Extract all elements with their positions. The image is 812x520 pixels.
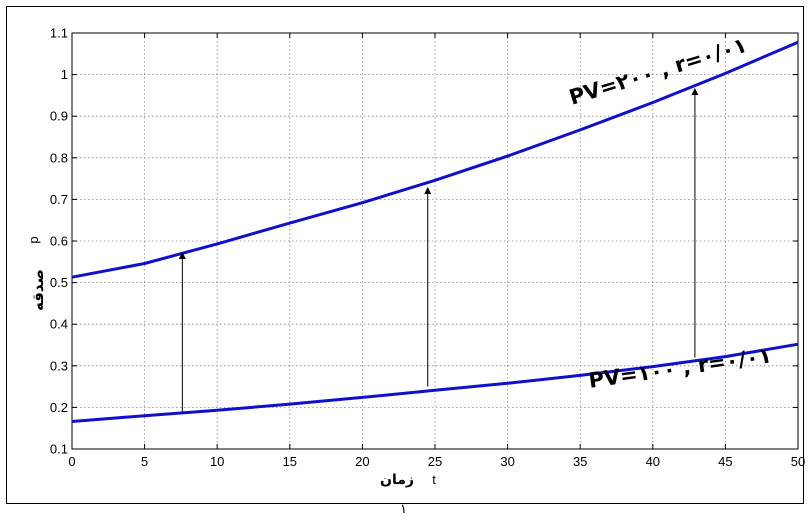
y-tick-label: 0.1	[50, 442, 68, 457]
y-tick-label: 0.7	[50, 192, 68, 207]
y-tick-label: 0.6	[50, 234, 68, 249]
series-label-pv100: PV=۱۰۰ , r=۰/۰۱	[587, 343, 773, 392]
arrow-annotations	[178, 88, 699, 412]
y-tick-label: 1.1	[50, 26, 68, 41]
y-tick-label: 0.5	[50, 275, 68, 290]
x-tick-label: 25	[428, 454, 442, 469]
x-tick-label: 10	[210, 454, 224, 469]
x-tick-label: 45	[718, 454, 732, 469]
axis-ticks: 0 5 10 15 20 25 30 35 40 45 50 0.1 0.2 0.3 0.4 0.5 0.6 0.…	[50, 26, 805, 470]
x-tick-label: 20	[355, 454, 369, 469]
x-tick-label: 0	[68, 454, 75, 469]
y-tick-label: 0.4	[50, 317, 68, 332]
series-line-0	[71, 40, 799, 279]
series-label-pv200: PV=۲۰۰ , r=۰/۰۱	[566, 33, 749, 110]
x-tick-label: 50	[791, 454, 805, 469]
y-axis-symbol: p	[26, 236, 41, 243]
x-tick-label: 40	[646, 454, 660, 469]
y-tick-label: 0.8	[50, 150, 68, 165]
series-lines	[71, 40, 799, 423]
y-tick-label: 0.3	[50, 358, 68, 373]
x-tick-label: 35	[573, 454, 587, 469]
y-tick-label: 0.9	[50, 109, 68, 124]
x-axis-label: زمان	[380, 472, 414, 488]
page-number: ۱	[400, 502, 407, 517]
series-line-1	[71, 342, 799, 423]
y-axis-label: صدقه	[29, 269, 47, 311]
x-tick-label: 15	[283, 454, 297, 469]
x-tick-label: 30	[500, 454, 514, 469]
x-axis-symbol: t	[432, 472, 436, 487]
figure-frame	[6, 6, 804, 504]
y-tick-label: 0.2	[50, 400, 68, 415]
x-tick-label: 5	[141, 454, 148, 469]
grid	[72, 33, 798, 449]
y-tick-label: 1	[61, 67, 68, 82]
